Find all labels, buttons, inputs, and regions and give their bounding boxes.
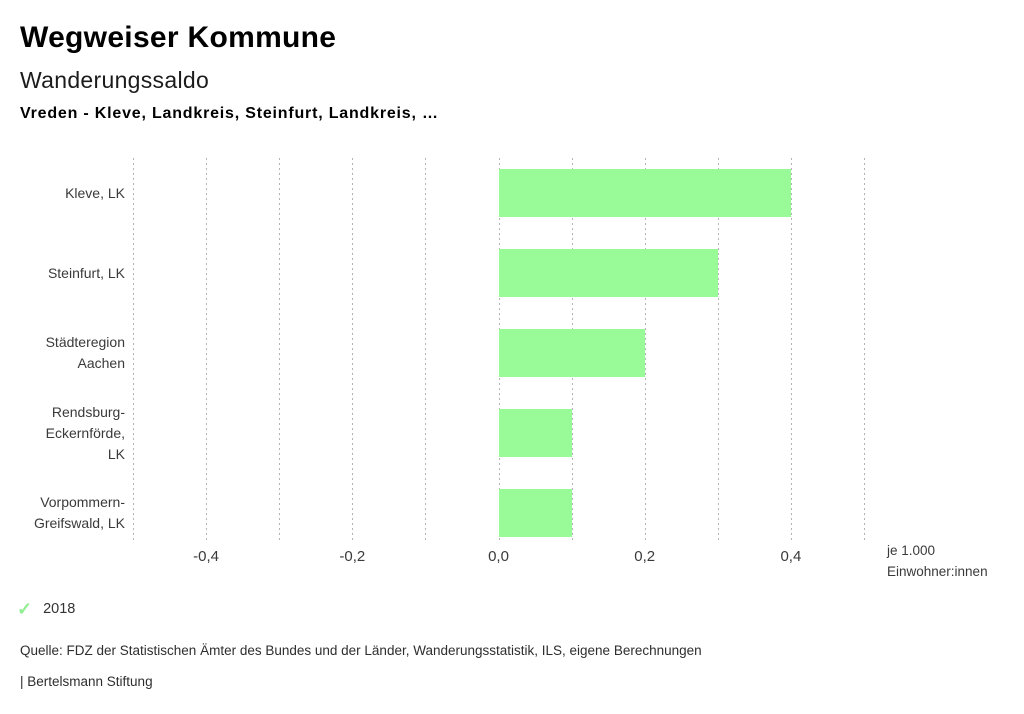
y-axis-label-line: Aachen — [77, 355, 125, 371]
gridline — [206, 158, 208, 542]
y-axis-labels: Kleve, LK Steinfurt, LK Städteregion Aachen… — [0, 155, 125, 555]
gridline — [864, 158, 865, 542]
bar-rendsburg-eckernf-rde-lk[interactable] — [498, 409, 572, 457]
gridline — [279, 158, 281, 542]
y-axis-label-line: Eckernförde, — [45, 424, 125, 441]
gridline — [790, 158, 792, 542]
gridline — [425, 158, 427, 542]
x-axis: -0,4 -0,2 0,0 0,2 0,4 — [133, 548, 864, 568]
chart-subtitle-comparison: Vreden - Kleve, Landkreis, Steinfurt, La… — [20, 105, 439, 122]
unit-line-1: je 1.000 — [887, 543, 936, 558]
y-axis-label: Steinfurt, LK — [0, 233, 125, 313]
y-axis-label-line: Vorpommern- — [40, 494, 125, 510]
x-tick-label: 0,0 — [488, 548, 509, 565]
y-axis-label-line: Kleve, LK — [65, 184, 125, 201]
gridline — [644, 158, 646, 542]
bar-kleve-lk[interactable] — [498, 169, 791, 217]
source-text: Quelle: FDZ der Statistischen Ämter des … — [20, 643, 702, 658]
gridline — [717, 158, 719, 542]
x-axis-unit-label: je 1.000 Einwohner:innen — [887, 540, 988, 582]
y-axis-label: Kleve, LK — [0, 153, 125, 233]
x-tick-label: 0,4 — [780, 548, 802, 565]
gridline — [133, 158, 134, 542]
legend-item-2018[interactable]: ✓ 2018 — [17, 600, 75, 618]
bar-steinfurt-lk[interactable] — [498, 249, 718, 297]
bar-vorpommern-greifswald-lk[interactable] — [498, 489, 572, 537]
y-axis-label: Vorpommern- Greifswald, LK — [0, 473, 125, 553]
x-tick-label: 0,2 — [634, 548, 656, 565]
x-tick-label: -0,4 — [193, 548, 220, 565]
app-title: Wegweiser Kommune — [20, 21, 337, 54]
x-tick-label: -0,2 — [339, 548, 366, 565]
unit-line-2: Einwohner:innen — [887, 564, 988, 579]
gridline — [352, 158, 354, 542]
y-axis-label-line: Steinfurt, LK — [47, 264, 125, 281]
chart-title: Wanderungssaldo — [20, 67, 210, 93]
legend-year-label: 2018 — [43, 601, 76, 617]
y-axis-label: Städteregion Aachen — [0, 313, 125, 393]
branding-text: | Bertelsmann Stiftung — [20, 674, 153, 689]
y-axis-label: Rendsburg- Eckernförde, LK — [0, 393, 125, 473]
plot-area — [133, 155, 865, 542]
check-icon: ✓ — [17, 599, 33, 619]
y-axis-label-line: Greifswald, LK — [33, 515, 125, 531]
y-axis-label-line: Städteregion — [45, 334, 125, 350]
y-axis-label-line: Rendsburg- — [51, 403, 125, 420]
y-axis-label-line: LK — [107, 445, 125, 462]
bar-st-dteregion-aachen[interactable] — [498, 329, 645, 377]
